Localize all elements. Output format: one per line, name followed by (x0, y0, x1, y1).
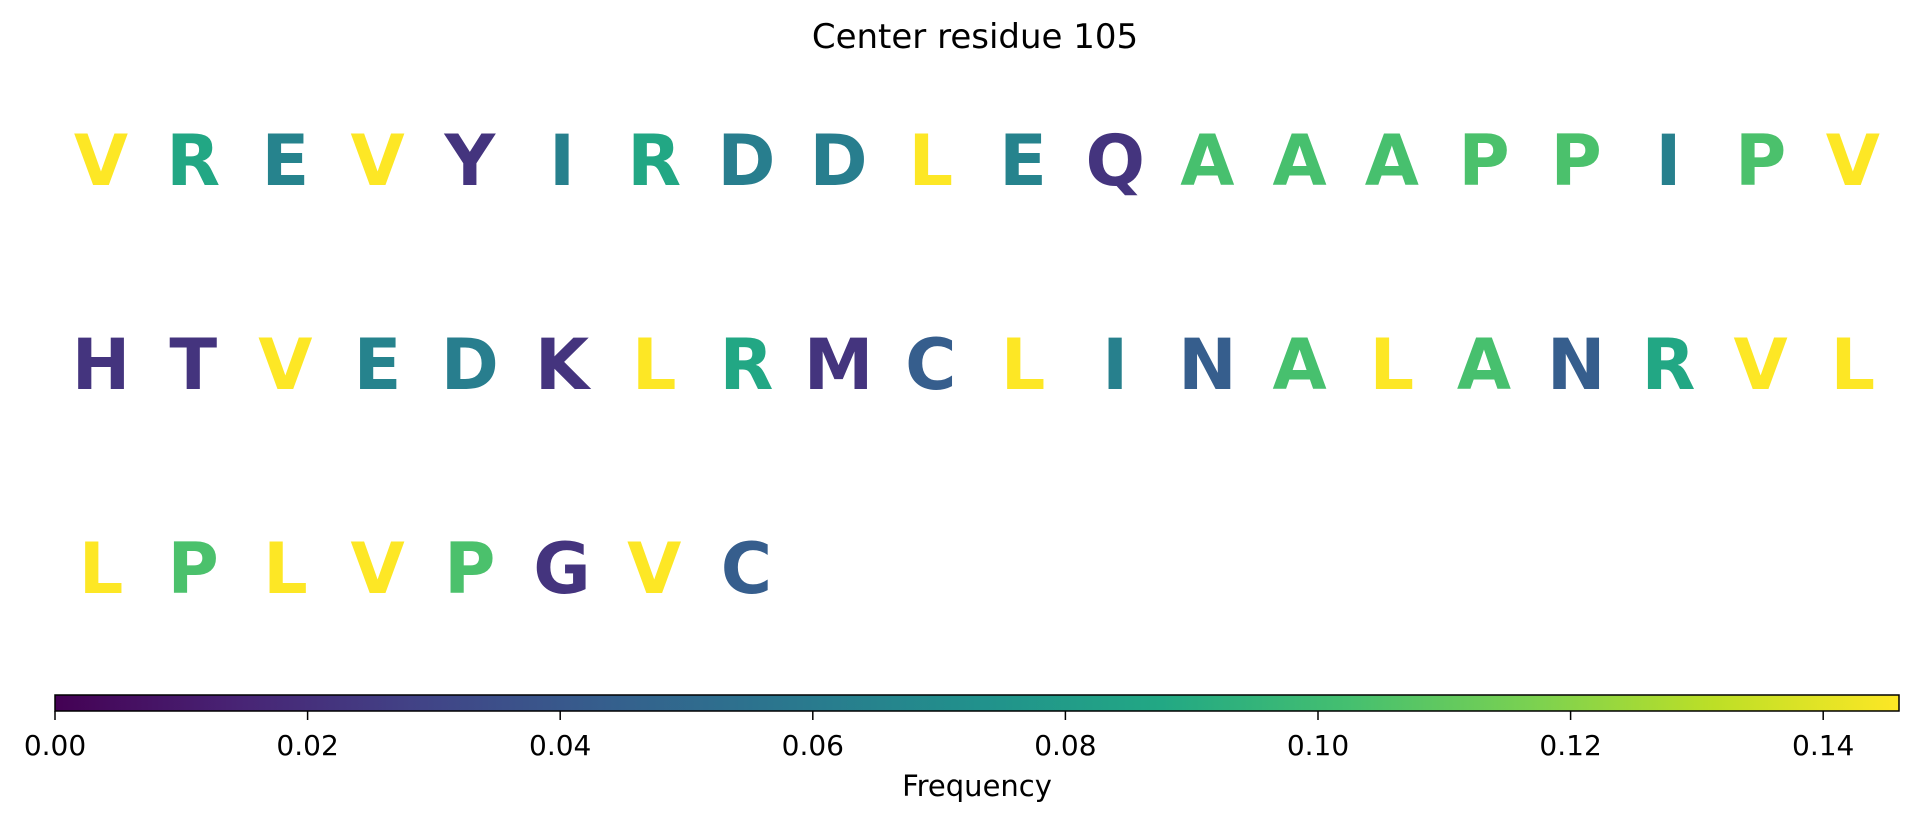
colorbar-tick-label: 0.04 (529, 729, 591, 762)
residue-letter: I (1102, 324, 1128, 406)
residue-letter: E (261, 120, 309, 202)
residue-letter: D (717, 120, 775, 202)
residue-letter: L (632, 324, 677, 406)
colorbar-tick-label: 0.14 (1792, 729, 1854, 762)
residue-letter: K (535, 324, 592, 406)
residue-letter: D (810, 120, 868, 202)
residue-letter: T (169, 324, 217, 406)
residue-letter: R (166, 120, 220, 202)
colorbar-tick-label: 0.02 (276, 729, 338, 762)
residue-letter: I (549, 120, 575, 202)
residue-letter: I (1655, 120, 1681, 202)
residue-letter: P (1551, 120, 1602, 202)
colorbar-tick-label: 0.08 (1034, 729, 1096, 762)
colorbar-ticks: 0.00 0.02 0.04 0.06 0.08 0.10 0.12 0.14 (24, 711, 1854, 762)
residue-letter: P (1458, 120, 1509, 202)
colorbar-tick-label: 0.12 (1539, 729, 1601, 762)
residue-letter: N (1547, 324, 1606, 406)
residue-letter: C (721, 528, 772, 610)
chart-title: Center residue 105 (812, 17, 1138, 57)
residue-letter: A (1273, 324, 1327, 406)
residue-letter: A (1180, 120, 1234, 202)
colorbar: 0.00 0.02 0.04 0.06 0.08 0.10 0.12 0.14 Frequen… (24, 694, 1900, 803)
residue-letter: L (1001, 324, 1046, 406)
residue-letter: L (263, 528, 308, 610)
residue-letter: P (1735, 120, 1786, 202)
residue-letter: M (804, 324, 874, 406)
residue-letter: P (444, 528, 495, 610)
residue-letter: E (354, 324, 402, 406)
residue-letter: D (441, 324, 499, 406)
colorbar-tick-label: 0.10 (1287, 729, 1349, 762)
residue-letter: E (999, 120, 1047, 202)
residue-grid: V R E V Y I R D D L E Q A A A P P I P VH T V E D K L R M C L I N A L A N R V L… (72, 120, 1880, 610)
residue-letter: Y (443, 120, 496, 202)
residue-letter: C (905, 324, 956, 406)
residue-letter: A (1273, 120, 1327, 202)
residue-letter: V (1826, 120, 1880, 202)
residue-letter: Q (1085, 120, 1145, 202)
residue-letter: V (351, 120, 405, 202)
residue-letter: V (258, 324, 312, 406)
residue-letter: R (719, 324, 773, 406)
residue-letter: A (1365, 120, 1419, 202)
residue-letter: R (627, 120, 681, 202)
residue-letter: V (627, 528, 681, 610)
residue-letter: L (1830, 324, 1875, 406)
residue-letter: V (1734, 324, 1788, 406)
residue-letter: N (1178, 324, 1237, 406)
residue-letter: L (908, 120, 953, 202)
residue-letter: L (1369, 324, 1414, 406)
colorbar-label: Frequency (902, 769, 1052, 803)
residue-letter: V (351, 528, 405, 610)
residue-letter: G (533, 528, 590, 610)
colorbar-tick-label: 0.00 (24, 729, 86, 762)
residue-letter: A (1457, 324, 1511, 406)
residue-letter: H (72, 324, 131, 406)
colorbar-tick-label: 0.06 (782, 729, 844, 762)
residue-letter: V (74, 120, 128, 202)
residue-letter: P (168, 528, 219, 610)
colorbar-gradient (54, 694, 1900, 712)
residue-letter: L (79, 528, 124, 610)
residue-letter: R (1641, 324, 1695, 406)
